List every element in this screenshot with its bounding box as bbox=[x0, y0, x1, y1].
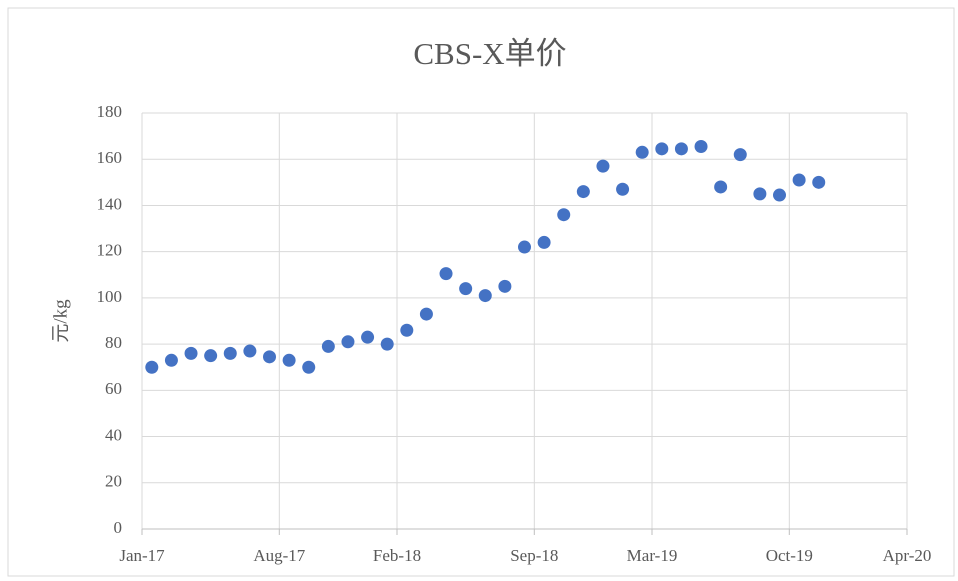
x-tick-label: Apr-20 bbox=[883, 546, 932, 565]
data-point bbox=[243, 344, 257, 358]
x-tick-label: Mar-19 bbox=[627, 546, 678, 565]
data-point bbox=[145, 360, 159, 374]
x-tick-label: Oct-19 bbox=[766, 546, 813, 565]
y-tick-label: 100 bbox=[97, 287, 123, 306]
data-point bbox=[498, 279, 512, 293]
data-point bbox=[263, 350, 276, 364]
y-tick-label: 180 bbox=[97, 102, 123, 121]
y-axis-label: 元/kg bbox=[50, 299, 71, 343]
data-point bbox=[733, 148, 747, 162]
data-point bbox=[302, 360, 316, 374]
data-point bbox=[812, 175, 826, 189]
y-tick-label: 0 bbox=[114, 518, 123, 537]
data-point bbox=[557, 208, 571, 222]
data-point bbox=[282, 353, 296, 367]
data-point bbox=[655, 142, 669, 156]
data-point bbox=[478, 289, 492, 303]
data-point bbox=[773, 188, 786, 202]
x-tick-label: Sep-18 bbox=[510, 546, 558, 565]
data-point bbox=[321, 339, 335, 353]
y-tick-label: 60 bbox=[105, 379, 122, 398]
y-tick-label: 160 bbox=[97, 148, 123, 167]
y-tick-label: 40 bbox=[105, 425, 122, 444]
data-point bbox=[674, 142, 688, 156]
data-point bbox=[184, 346, 198, 360]
x-tick-label: Jan-17 bbox=[119, 546, 165, 565]
data-point bbox=[459, 282, 473, 296]
x-tick-label: Aug-17 bbox=[253, 546, 305, 565]
data-point bbox=[419, 307, 433, 321]
data-point bbox=[204, 349, 218, 363]
y-tick-label: 140 bbox=[97, 194, 123, 213]
data-point bbox=[164, 353, 178, 367]
y-tick-label: 80 bbox=[105, 333, 122, 352]
data-point bbox=[380, 337, 394, 351]
data-point bbox=[361, 330, 375, 344]
data-point bbox=[596, 159, 610, 173]
y-tick-label: 20 bbox=[105, 472, 122, 491]
chart-title: CBS-X单价 bbox=[413, 36, 566, 71]
data-point bbox=[792, 173, 806, 187]
x-tick-label: Feb-18 bbox=[373, 546, 421, 565]
data-point bbox=[635, 145, 649, 159]
data-point bbox=[537, 235, 551, 249]
y-tick-label: 120 bbox=[97, 241, 123, 260]
data-point bbox=[753, 187, 767, 201]
data-point bbox=[576, 185, 590, 199]
data-point bbox=[223, 346, 237, 360]
data-point bbox=[518, 240, 531, 254]
data-point bbox=[439, 267, 453, 281]
data-point bbox=[616, 182, 630, 196]
data-point bbox=[714, 180, 728, 194]
data-point bbox=[694, 140, 708, 154]
data-point bbox=[400, 323, 414, 337]
data-point bbox=[341, 335, 355, 349]
